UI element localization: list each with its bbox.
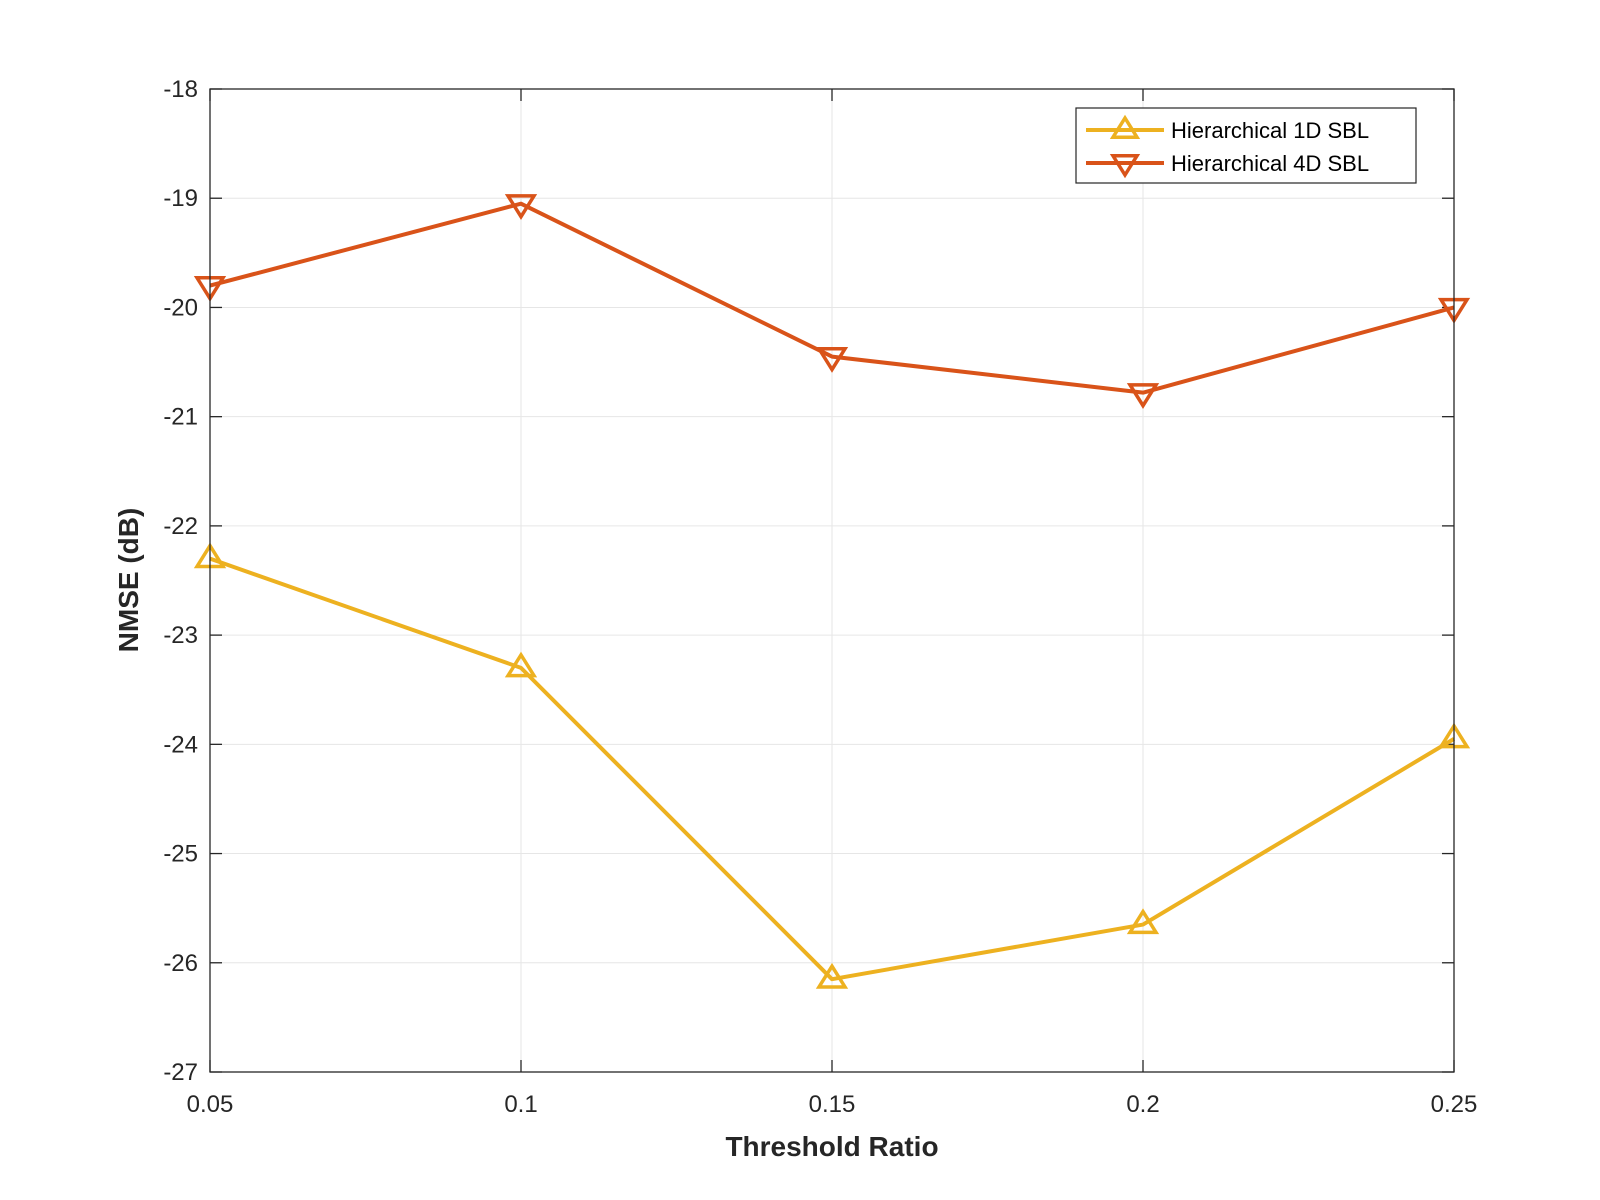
y-tick-label: -23 (163, 622, 198, 649)
legend-item: Hierarchical 4D SBL (1086, 151, 1369, 179)
x-tick-label: 0.15 (809, 1091, 856, 1118)
x-tick-label: 0.1 (504, 1091, 537, 1118)
y-tick-label: -22 (163, 513, 198, 540)
y-tick-label: -19 (163, 185, 198, 212)
series-layer (193, 194, 1471, 989)
y-tick-label: -18 (163, 76, 198, 103)
legend: Hierarchical 1D SBL Hierarchical 4D SBL (1075, 107, 1417, 184)
y-tick-label: -20 (163, 294, 198, 321)
x-tick-label: 0.05 (187, 1091, 234, 1118)
data-point-marker (815, 347, 849, 373)
y-axis-ticks: -18 -19 -20 -21 -22 -23 -24 -25 -26 -27 (163, 76, 1454, 1086)
y-tick-label: -21 (163, 404, 198, 431)
legend-marker (1109, 114, 1141, 139)
x-axis-ticks: 0.05 0.1 0.15 0.2 0.25 (187, 89, 1478, 1118)
series-line (209, 201, 1455, 395)
data-point-marker (1126, 908, 1160, 935)
data-point-marker (504, 194, 538, 220)
y-tick-label: -24 (163, 731, 198, 758)
plot-frame (209, 88, 1455, 1073)
y-tick-label: -27 (163, 1059, 198, 1086)
x-tick-label: 0.25 (1431, 1091, 1478, 1118)
y-axis-title: NMSE (dB) (113, 508, 144, 653)
legend-label: Hierarchical 4D SBL (1171, 151, 1369, 176)
data-point-marker (504, 651, 538, 678)
y-tick-label: -25 (163, 841, 198, 868)
legend-label: Hierarchical 1D SBL (1171, 118, 1369, 143)
x-tick-label: 0.2 (1126, 1091, 1159, 1118)
legend-item: Hierarchical 1D SBL (1086, 114, 1369, 143)
data-point-marker (1126, 383, 1160, 409)
x-axis-title: Threshold Ratio (725, 1131, 938, 1162)
series-line (209, 556, 1456, 982)
legend-box (1075, 107, 1417, 184)
legend-marker (1109, 154, 1141, 179)
data-point-marker (815, 962, 849, 989)
y-tick-label: -26 (163, 950, 198, 977)
